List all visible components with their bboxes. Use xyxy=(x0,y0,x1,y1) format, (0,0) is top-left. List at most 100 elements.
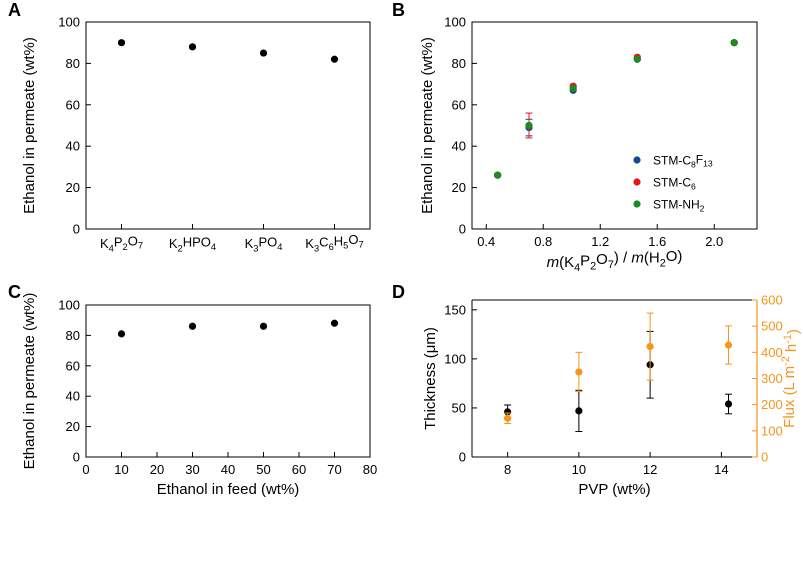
data-point xyxy=(188,43,197,51)
y-axis-label-right-part: -1 xyxy=(782,334,794,344)
data-point xyxy=(259,322,268,330)
y-axis-tick-label: 0 xyxy=(459,222,466,237)
legend-marker xyxy=(633,178,641,186)
x-axis-label: PVP (wt%) xyxy=(578,481,650,498)
x-axis-label: Ethanol in feed (wt%) xyxy=(157,481,300,498)
y-axis-right-tick-label: 0 xyxy=(761,450,768,465)
x-tick-label: K3C6H5O7 xyxy=(305,232,363,253)
x-tick-label-part: 7 xyxy=(358,239,363,249)
y-axis-tick-label: 20 xyxy=(452,180,466,195)
data-point xyxy=(188,322,197,330)
x-tick-label-part: H xyxy=(334,233,343,248)
x-tick-label: 2.0 xyxy=(705,234,723,249)
x-tick-label-part: 2 xyxy=(178,243,183,253)
legend-label-part: 8 xyxy=(691,160,696,170)
x-axis-label-part: P xyxy=(580,253,590,270)
panel-d: D 0 50 100 150 0 100 200 300 400 500 600 8 10 12 14 PVP … xyxy=(392,282,802,498)
data-point xyxy=(730,39,738,47)
x-tick-label: 30 xyxy=(185,462,199,477)
x-axis-label-part: 2 xyxy=(590,260,596,272)
data-point xyxy=(633,55,641,63)
data-point xyxy=(646,342,654,351)
panel-c-frame xyxy=(85,304,371,458)
y-axis-label-right-part: Flux (L m xyxy=(781,366,798,428)
legend-label-part: STM-C xyxy=(653,176,691,190)
data-point xyxy=(569,84,577,92)
x-axis-label: m(K4P2O7) / m(H2O) xyxy=(547,248,683,274)
legend-label-part: F xyxy=(696,152,703,166)
x-tick-label: 50 xyxy=(256,462,270,477)
x-tick-label-part: 3 xyxy=(314,243,319,253)
x-tick-label: 1.6 xyxy=(648,234,666,249)
x-axis-label-part: (K xyxy=(559,254,574,271)
data-point xyxy=(575,368,583,376)
x-axis-label-part: ) / xyxy=(614,250,632,267)
x-tick-label-part: 4 xyxy=(211,242,216,252)
x-axis-label-part: 2 xyxy=(660,257,666,269)
legend-marker xyxy=(633,200,641,208)
x-axis-label-part: m xyxy=(631,250,644,267)
x-tick-label-part: K xyxy=(100,236,109,251)
x-tick-label-part: 3 xyxy=(253,243,258,253)
x-axis-label-part: m xyxy=(547,254,560,271)
y-axis-right-tick-label: 500 xyxy=(761,319,783,334)
y-axis-tick-label: 40 xyxy=(66,389,80,404)
x-tick-label-part: K xyxy=(305,236,314,251)
legend-label-part: 13 xyxy=(703,158,713,168)
legend-marker xyxy=(633,156,641,164)
y-axis-label: Ethanol in permeate (wt%) xyxy=(21,37,38,214)
panel-letter: C xyxy=(8,282,21,302)
data-point xyxy=(575,407,583,415)
legend-label: STM-NH2 xyxy=(653,198,705,214)
x-tick-label-part: 4 xyxy=(277,242,282,252)
data-point xyxy=(117,39,126,47)
data-point xyxy=(259,49,268,57)
x-axis-label-part: 7 xyxy=(608,259,614,271)
x-tick-label-part: PO xyxy=(258,235,277,250)
y-axis-right-tick-label: 300 xyxy=(761,371,783,386)
y-axis-label-right-part: -2 xyxy=(780,356,792,366)
y-axis-label-right-part: h xyxy=(783,344,800,357)
y-axis-label-right-part: ) xyxy=(785,329,802,334)
y-axis-tick-label: 100 xyxy=(58,298,80,313)
y-axis-right-tick-label: 200 xyxy=(761,397,783,412)
x-tick-label-part: P xyxy=(114,235,123,250)
panel-letter: B xyxy=(392,0,405,20)
x-tick-label: 10 xyxy=(572,462,586,477)
y-axis-tick-label: 100 xyxy=(444,15,466,30)
y-axis-tick-label: 80 xyxy=(452,56,466,71)
x-tick-label: 40 xyxy=(221,462,235,477)
x-tick-label: 60 xyxy=(292,462,306,477)
y-axis-tick-label: 60 xyxy=(66,358,80,373)
x-tick-label: 70 xyxy=(327,462,341,477)
panel-b-frame xyxy=(471,21,758,230)
x-tick-label: 0.4 xyxy=(477,234,495,249)
x-tick-label: 12 xyxy=(643,462,657,477)
data-point xyxy=(504,414,512,422)
x-tick-label-part: C xyxy=(319,235,328,250)
y-axis-tick-label: 0 xyxy=(73,222,80,237)
x-tick-label-part: 4 xyxy=(109,243,114,253)
y-axis-left-tick-label: 50 xyxy=(452,400,466,415)
x-tick-label-part: 7 xyxy=(138,241,143,251)
panel-a-frame xyxy=(85,21,371,230)
y-axis-tick-label: 20 xyxy=(66,180,80,195)
x-tick-label: 1.2 xyxy=(591,234,609,249)
x-tick-label-part: K xyxy=(245,236,254,251)
x-axis-label-part: (H xyxy=(644,250,660,267)
y-axis-right-tick-label: 100 xyxy=(761,423,783,438)
y-axis-label: Ethanol in permeate (wt%) xyxy=(21,293,38,470)
data-point xyxy=(724,400,733,408)
legend-label-part: 2 xyxy=(700,204,705,214)
x-tick-label-part: 5 xyxy=(343,241,348,251)
x-tick-label: K3PO4 xyxy=(245,235,283,254)
data-point xyxy=(330,55,339,63)
data-point xyxy=(525,121,533,130)
y-axis-tick-label: 80 xyxy=(66,328,80,343)
x-tick-label: K4P2O7 xyxy=(100,233,143,253)
y-axis-left-tick-label: 100 xyxy=(444,351,466,366)
panel-letter: A xyxy=(8,0,21,20)
